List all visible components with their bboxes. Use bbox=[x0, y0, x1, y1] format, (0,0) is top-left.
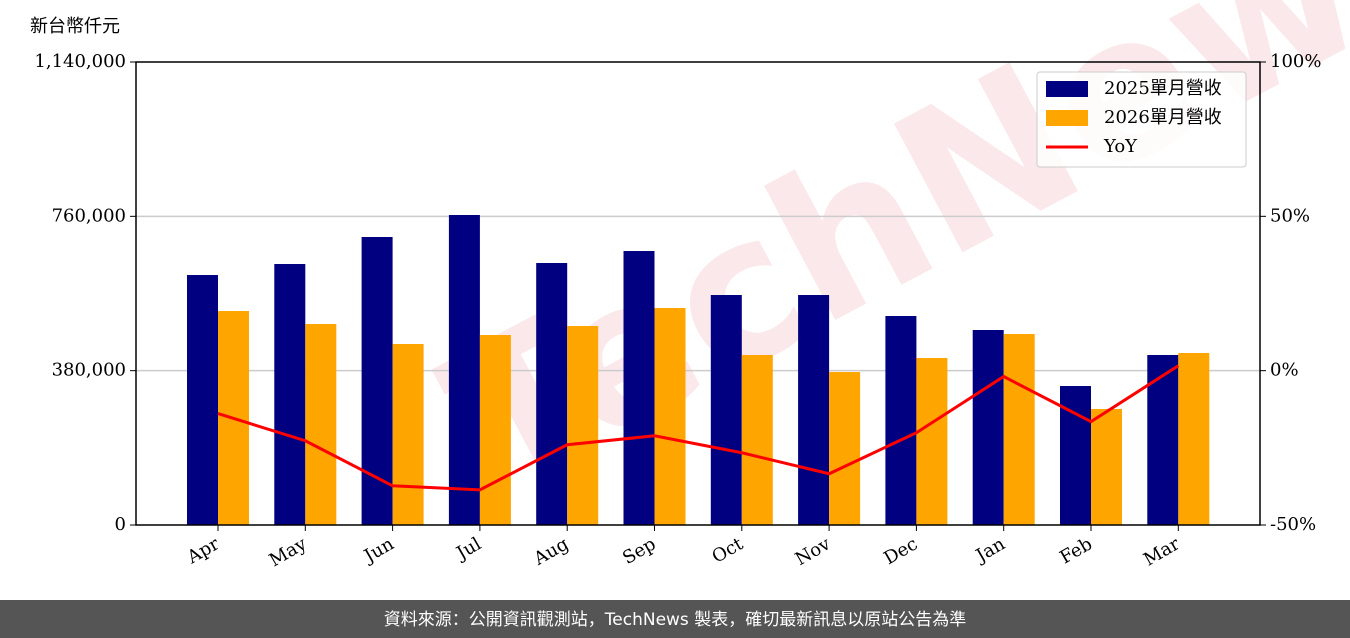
y2-tick-label: -50% bbox=[1270, 514, 1316, 535]
x-tick-label: May bbox=[266, 533, 311, 571]
x-tick-label: Dec bbox=[880, 533, 921, 569]
y2-tick-label: 50% bbox=[1270, 205, 1310, 226]
footer-band bbox=[0, 600, 1350, 638]
bar bbox=[567, 325, 599, 525]
bar bbox=[448, 214, 480, 525]
x-tick-label: Oct bbox=[709, 533, 748, 568]
bar bbox=[479, 335, 511, 525]
legend-swatch bbox=[1046, 81, 1088, 97]
bar bbox=[798, 295, 830, 525]
bar bbox=[1091, 409, 1122, 525]
x-tick-label: Apr bbox=[183, 533, 223, 568]
bar bbox=[305, 324, 337, 525]
x-tick-label: Jun bbox=[359, 533, 398, 568]
bar bbox=[829, 372, 861, 525]
y2-tick-label: 100% bbox=[1270, 51, 1321, 72]
x-tick-label: Jul bbox=[451, 533, 485, 565]
bar bbox=[1178, 352, 1210, 525]
bar bbox=[187, 275, 218, 525]
legend-label: 2026單月營收 bbox=[1104, 107, 1222, 128]
bar bbox=[536, 262, 568, 525]
bar bbox=[392, 343, 424, 525]
legend-swatch bbox=[1046, 110, 1088, 126]
x-tick-label: Aug bbox=[530, 533, 573, 570]
x-tick-label: Mar bbox=[1140, 533, 1184, 570]
x-tick-label: Feb bbox=[1056, 533, 1096, 568]
bar bbox=[972, 330, 1004, 525]
bar bbox=[885, 316, 917, 525]
x-tick-label: Jan bbox=[971, 533, 1009, 567]
legend-label: YoY bbox=[1103, 136, 1138, 157]
plot-frame bbox=[135, 61, 1261, 526]
bar bbox=[710, 295, 742, 525]
y-tick-label: 380,000 bbox=[52, 360, 126, 381]
legend-label: 2025單月營收 bbox=[1104, 78, 1222, 99]
x-tick-label: Nov bbox=[792, 533, 835, 570]
bar bbox=[274, 264, 306, 525]
bar bbox=[1147, 354, 1179, 525]
bar bbox=[741, 354, 773, 525]
bar bbox=[623, 251, 655, 526]
y-axis-label: 新台幣仟元 bbox=[30, 16, 120, 37]
bar bbox=[916, 357, 948, 525]
y-tick-label: 1,140,000 bbox=[34, 51, 126, 72]
x-tick-label: Sep bbox=[619, 533, 659, 568]
y2-tick-label: 0% bbox=[1270, 360, 1299, 381]
legend-box bbox=[1036, 71, 1247, 168]
yoy-line bbox=[217, 364, 1180, 492]
bar bbox=[1003, 333, 1035, 525]
y-tick-label: 760,000 bbox=[52, 205, 126, 226]
bar bbox=[654, 307, 686, 525]
footer: 資料來源：公開資訊觀測站，TechNews 製表，確切最新訊息以原站公告為準 bbox=[384, 610, 966, 630]
y-tick-label: 0 bbox=[115, 514, 126, 535]
